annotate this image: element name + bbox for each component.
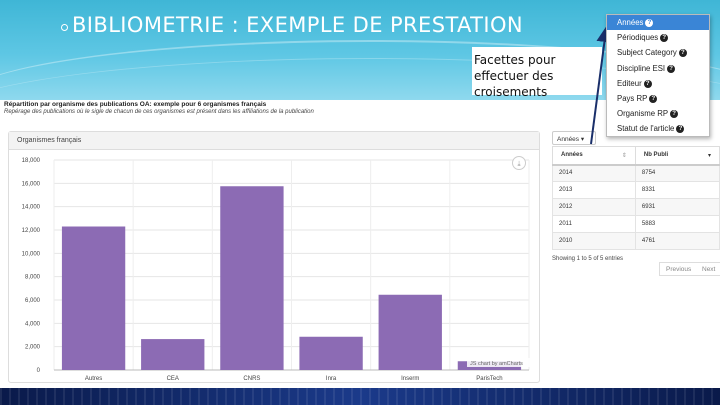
y-tick-label: 4,000 <box>25 321 41 327</box>
x-tick-label: Inra <box>326 376 337 382</box>
facet-item-statut-article[interactable]: Statut de l'article? <box>607 121 709 136</box>
bar <box>141 339 205 370</box>
credit-backdrop <box>467 358 531 367</box>
column-header-nb-publi[interactable]: Nb Publi ▾ <box>634 146 720 166</box>
table-cell: 2010 <box>552 232 636 250</box>
help-icon: ? <box>667 64 676 73</box>
facet-label: Editeur <box>617 78 642 88</box>
facet-dropdown-menu: Années? Périodiques? Subject Category? D… <box>606 14 710 137</box>
y-tick-label: 18,000 <box>22 158 41 164</box>
chart-panel: Organismes français 0 2,000 4,000 6,000 8,00… <box>8 131 540 383</box>
facet-label: Organisme RP <box>617 109 669 119</box>
facet-item-organisme-rp[interactable]: Organisme RP? <box>607 106 709 121</box>
data-table: Années ⇕ Nb Publi ▾ 2014 8754 2013 8331 2012… <box>552 146 720 250</box>
facet-label: Subject Category <box>617 48 677 58</box>
facet-item-pays-rp[interactable]: Pays RP? <box>607 91 709 106</box>
facet-item-periodiques[interactable]: Périodiques? <box>607 30 709 45</box>
facet-item-discipline-esi[interactable]: Discipline ESI? <box>607 61 709 76</box>
chart-panel-header: Organismes français <box>9 132 539 150</box>
help-icon: ? <box>643 79 652 88</box>
table-panel: Années ▾ Années ⇕ Nb Publi ▾ 2014 8754 2013… <box>552 131 720 331</box>
title-bullet-icon <box>61 24 68 31</box>
help-icon: ? <box>649 94 658 103</box>
banner-wave <box>0 58 720 100</box>
sort-desc-icon: ▾ <box>707 152 711 159</box>
download-glyph: ⤓ <box>517 160 520 168</box>
facet-item-subject-category[interactable]: Subject Category? <box>607 45 709 60</box>
x-tick-label: CEA <box>167 376 179 382</box>
facet-label: Discipline ESI <box>617 63 666 73</box>
footer-bar <box>0 388 720 405</box>
help-icon: ? <box>678 49 687 58</box>
facet-item-editeur[interactable]: Editeur? <box>607 76 709 91</box>
table-row: 2013 8331 <box>552 181 720 199</box>
table-row: 2010 4761 <box>552 232 720 250</box>
download-icon <box>512 156 526 170</box>
y-tick-label: 12,000 <box>22 228 41 234</box>
y-tick-label: 16,000 <box>22 181 41 187</box>
column-header-years[interactable]: Années ⇕ <box>552 146 636 166</box>
bar <box>61 226 126 370</box>
bar <box>220 186 284 370</box>
pointer-arrow <box>590 26 613 145</box>
table-cell: 4761 <box>634 232 720 250</box>
banner-wave <box>0 40 720 100</box>
column-label: Années <box>561 151 583 158</box>
column-label: Nb Publi <box>643 151 669 158</box>
table-cell: 2014 <box>552 164 636 182</box>
chart-credit: JS chart by amCharts <box>470 361 523 367</box>
facet-label: Statut de l'article <box>617 124 675 134</box>
x-tick-label: Autres <box>85 376 102 382</box>
y-tick-label: 2,000 <box>25 345 41 351</box>
table-info: Showing 1 to 5 of 5 entries <box>552 256 624 262</box>
facet-item-annees[interactable]: Années? <box>607 15 709 31</box>
y-tick-label: 6,000 <box>25 298 41 304</box>
report-subtitle: Repérage des publications où le sigle de… <box>4 109 314 115</box>
note-box <box>472 47 602 95</box>
sort-icon: ⇕ <box>621 152 627 159</box>
bar-chart: 0 2,000 4,000 6,000 8,000 10,000 12,000 14,000 1… <box>22 156 531 382</box>
table-row: 2012 6931 <box>552 198 720 216</box>
facet-label: Pays RP <box>617 93 648 103</box>
x-tick-label: CNRS <box>243 376 260 382</box>
help-icon: ? <box>676 125 685 134</box>
help-icon: ? <box>645 18 654 27</box>
years-filter-button[interactable]: Années ▾ <box>552 131 596 145</box>
y-tick-label: 0 <box>37 368 41 374</box>
y-tick-label: 10,000 <box>22 251 41 257</box>
facet-label: Périodiques <box>617 33 659 43</box>
x-tick-label: ParisTech <box>476 376 502 382</box>
y-tick-label: 8,000 <box>25 275 41 281</box>
x-tick-label: Inserm <box>401 376 419 382</box>
next-button[interactable]: Next <box>696 262 720 276</box>
slide-title: BIBLIOMETRIE : EXEMPLE DE PRESTATION <box>72 13 524 37</box>
help-icon: ? <box>660 34 669 43</box>
bar <box>299 336 363 370</box>
report-title: Répartition par organisme des publicatio… <box>4 101 267 108</box>
facets-note: Facettes pour effectuer des croisements <box>474 53 556 99</box>
facet-label: Années <box>617 18 644 27</box>
bar <box>378 294 442 370</box>
y-tick-label: 14,000 <box>22 205 41 211</box>
help-icon: ? <box>670 110 679 119</box>
